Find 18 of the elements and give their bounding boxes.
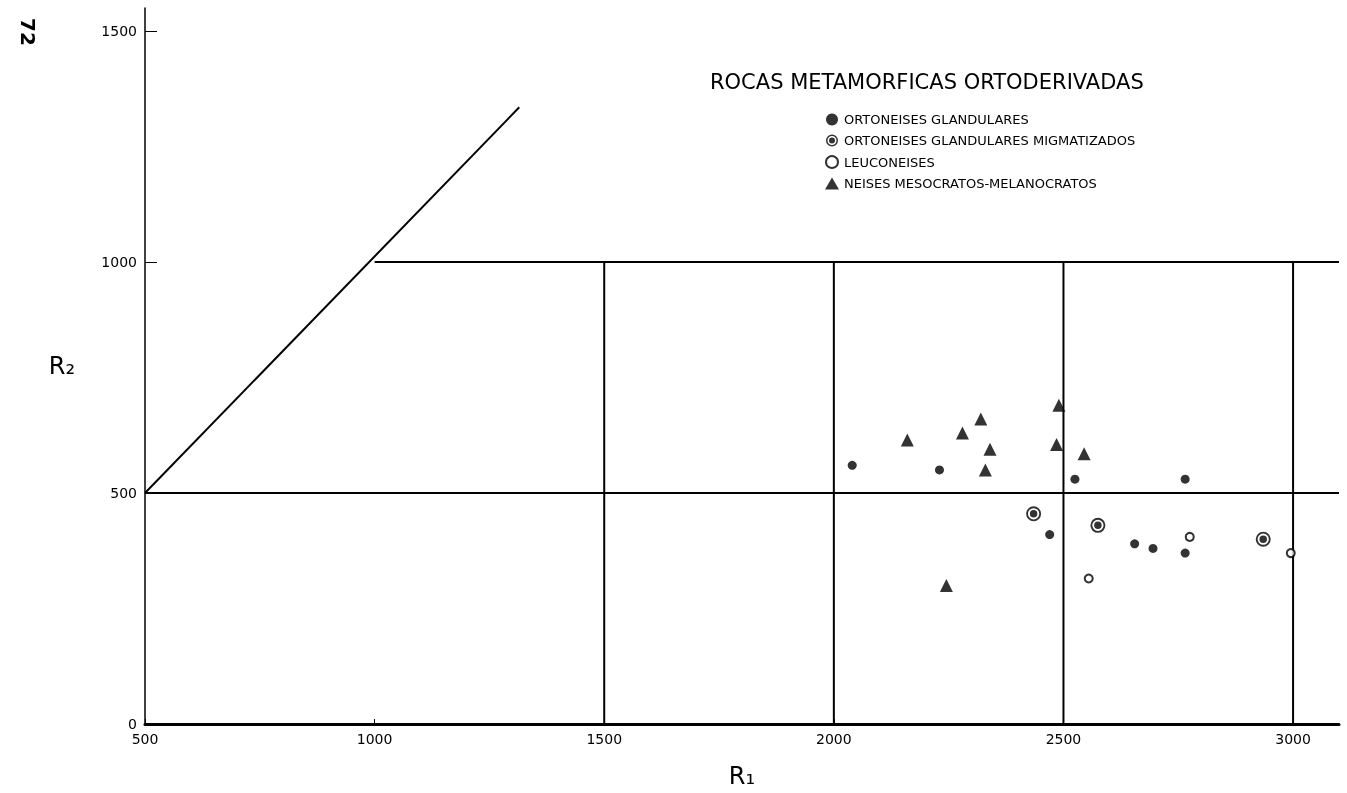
y-tick-label: 1000 [101, 254, 137, 271]
y-tick-label: 0 [128, 716, 137, 732]
y-tick-label: 500 [110, 485, 137, 502]
legend-label: NEISES MESOCRATOS-MELANOCRATOS [844, 176, 1097, 191]
x-tick-label: 1500 [586, 731, 623, 747]
text: 72 [15, 18, 40, 46]
x-tick-label: 2000 [816, 731, 852, 747]
x-tick-label: 500 [131, 731, 159, 747]
y-tick-label: 1500 [101, 23, 137, 40]
text: ROCAS METAMORFICAS ORTODERIVADAS [710, 69, 1144, 94]
x-tick-label: 3000 [1275, 731, 1311, 747]
x-tick-label: 2500 [1045, 731, 1082, 747]
y-axis-title: R₂ [48, 352, 75, 380]
legend-label: ORTONEISES GLANDULARES MIGMATIZADOS [844, 133, 1136, 148]
legend-label: ORTONEISES GLANDULARES [844, 112, 1029, 127]
x-axis-title: R₁ [728, 762, 756, 790]
legend-label: LEUCONEISES [844, 154, 935, 170]
x-tick-label: 1000 [356, 731, 393, 747]
